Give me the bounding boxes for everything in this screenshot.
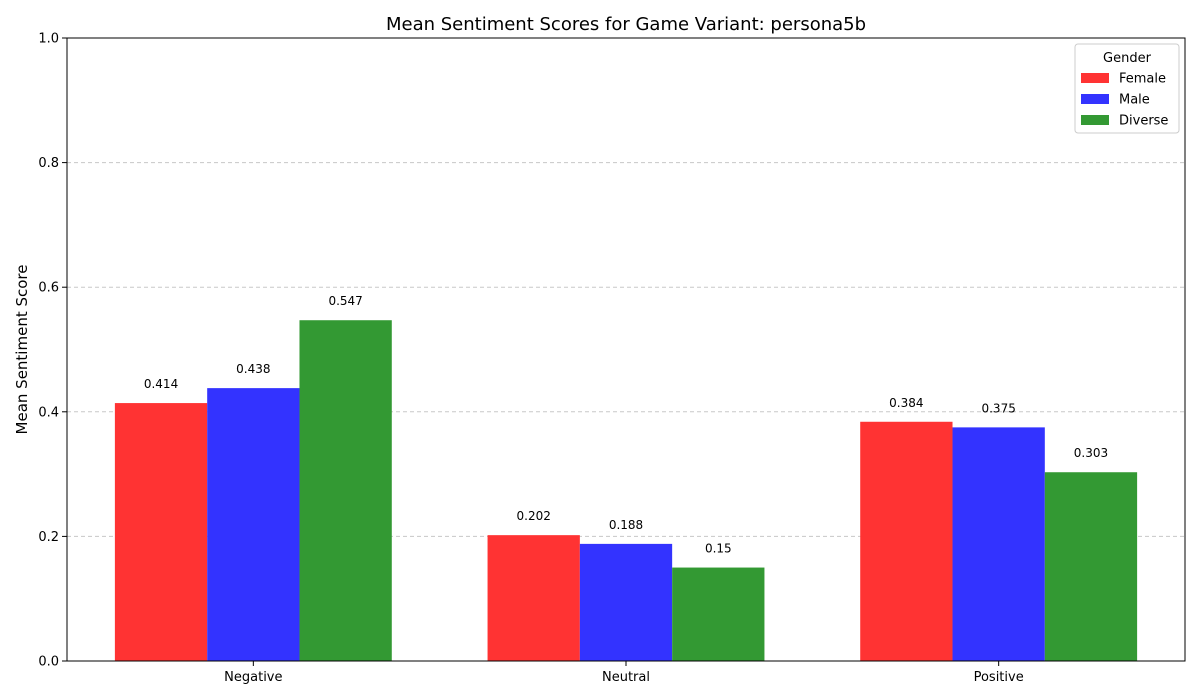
legend-box xyxy=(1074,43,1180,134)
bar-label-diverse-neutral: 0.15 xyxy=(705,542,732,556)
y-tick-label-1: 0.2 xyxy=(38,530,59,545)
bar-female-positive xyxy=(860,421,953,661)
y-tick-label-2: 0.4 xyxy=(38,405,59,420)
legend: Gender Female Male Diverse xyxy=(1074,43,1180,134)
bar-female-neutral xyxy=(487,535,580,661)
x-tick-label-positive: Positive xyxy=(974,670,1024,685)
y-axis-ticks: 0.0 0.2 0.4 0.6 0.8 1.0 xyxy=(38,32,67,670)
bar-male-neutral xyxy=(579,543,673,661)
bar-label-diverse-positive: 0.303 xyxy=(1074,446,1108,460)
bar-label-female-negative: 0.414 xyxy=(144,377,178,391)
y-axis-label: Mean Sentiment Score xyxy=(13,265,31,435)
bar-label-male-neutral: 0.188 xyxy=(609,518,643,532)
legend-swatch-female xyxy=(1081,73,1109,83)
y-tick-label-5: 1.0 xyxy=(38,32,59,47)
bar-label-male-negative: 0.438 xyxy=(236,362,270,376)
legend-title: Gender xyxy=(1103,51,1152,66)
bar-label-diverse-negative: 0.547 xyxy=(328,294,362,308)
y-tick-label-4: 0.8 xyxy=(38,156,59,171)
legend-swatch-diverse xyxy=(1081,115,1109,125)
bar-male-negative xyxy=(207,388,300,661)
bar-diverse-neutral xyxy=(672,567,765,661)
x-tick-label-negative: Negative xyxy=(224,670,282,685)
legend-label-diverse: Diverse xyxy=(1119,114,1168,129)
bar-label-female-neutral: 0.202 xyxy=(517,509,551,523)
x-axis-ticks: Negative Neutral Positive xyxy=(224,661,1024,685)
bars xyxy=(114,320,1138,661)
bar-female-negative xyxy=(114,403,208,661)
bar-label-female-positive: 0.384 xyxy=(889,396,923,410)
legend-label-female: Female xyxy=(1119,72,1166,87)
legend-label-male: Male xyxy=(1119,93,1150,108)
bar-label-male-positive: 0.375 xyxy=(981,401,1015,415)
bar-diverse-negative xyxy=(299,320,392,661)
y-tick-label-3: 0.6 xyxy=(38,281,59,296)
y-tick-label-0: 0.0 xyxy=(38,655,59,670)
legend-swatch-male xyxy=(1081,94,1109,104)
x-tick-label-neutral: Neutral xyxy=(602,670,650,685)
chart-title: Mean Sentiment Scores for Game Variant: … xyxy=(386,14,866,35)
bar-male-positive xyxy=(952,427,1045,661)
bar-diverse-positive xyxy=(1044,472,1138,661)
bar-value-labels: 0.414 0.438 0.547 0.202 0.188 0.15 0.384 0.375 0… xyxy=(144,294,1108,555)
legend-items: Female Male Diverse xyxy=(1081,72,1168,129)
